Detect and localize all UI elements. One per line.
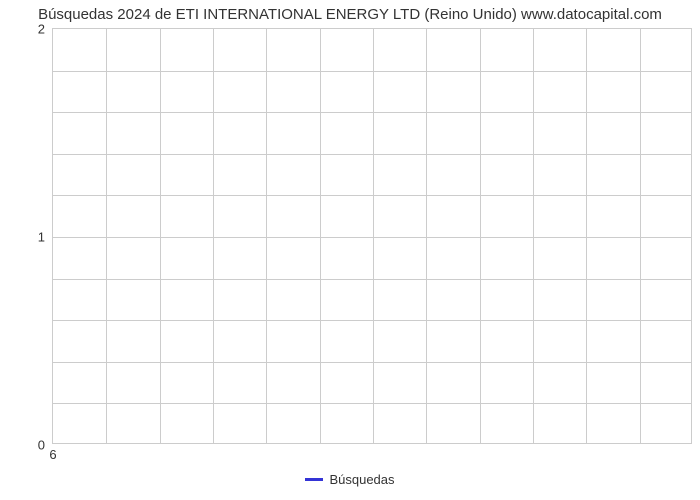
gridline-horizontal [53, 320, 691, 321]
y-axis-tick-label: 0 [38, 438, 45, 453]
gridline-horizontal [53, 237, 691, 238]
gridline-horizontal [53, 71, 691, 72]
gridline-vertical [320, 29, 321, 443]
gridline-vertical [640, 29, 641, 443]
gridline-horizontal [53, 195, 691, 196]
gridline-vertical [586, 29, 587, 443]
gridline-vertical [213, 29, 214, 443]
legend-item: Búsquedas [305, 472, 394, 487]
chart-title: Búsquedas 2024 de ETI INTERNATIONAL ENER… [0, 6, 700, 23]
gridline-vertical [160, 29, 161, 443]
gridline-vertical [106, 29, 107, 443]
gridline-vertical [426, 29, 427, 443]
x-axis-tick-label: 6 [49, 447, 56, 462]
legend-swatch [305, 478, 323, 481]
gridline-vertical [266, 29, 267, 443]
legend: Búsquedas [0, 468, 700, 487]
gridline-horizontal [53, 154, 691, 155]
gridline-horizontal [53, 403, 691, 404]
y-axis-tick-label: 1 [38, 230, 45, 245]
y-axis-tick-label: 2 [38, 22, 45, 37]
gridline-vertical [533, 29, 534, 443]
gridline-vertical [480, 29, 481, 443]
gridline-horizontal [53, 279, 691, 280]
gridline-horizontal [53, 112, 691, 113]
gridline-horizontal [53, 362, 691, 363]
gridline-vertical [373, 29, 374, 443]
chart-container: Búsquedas 2024 de ETI INTERNATIONAL ENER… [0, 0, 700, 500]
plot-area: 0126 [52, 28, 692, 444]
legend-label: Búsquedas [329, 472, 394, 487]
